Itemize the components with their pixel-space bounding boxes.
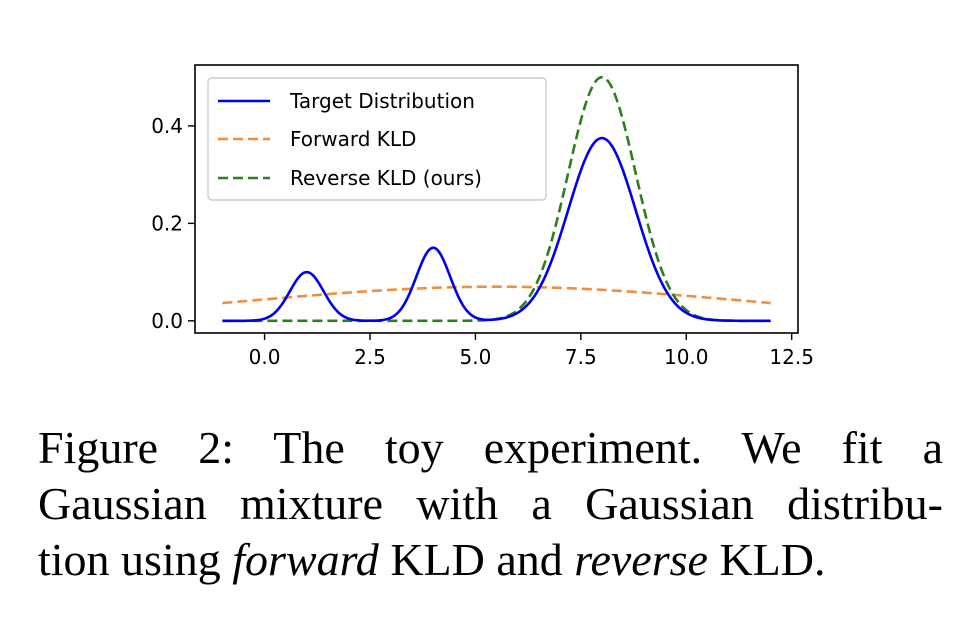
toy-experiment-chart: 0.0 2.5 5.0 7.5 10.0 12.5 0.0 0.2 0.4 Target Di… <box>151 64 814 369</box>
caption-line-3: tion using forward KLD and reverse KLD. <box>38 532 943 588</box>
plot-area <box>222 75 771 323</box>
caption-line-2: Gaussian mixture with a Gaussian distrib… <box>38 478 943 529</box>
x-tick-label: 2.5 <box>354 345 386 369</box>
caption-emphasis-forward: forward <box>232 534 379 585</box>
caption-text: tion using <box>38 534 233 585</box>
legend-label-reverse-kld: Reverse KLD (ours) <box>290 166 482 190</box>
legend-box <box>207 77 547 201</box>
legend-label-forward-kld: Forward KLD <box>290 127 416 151</box>
caption-text: KLD and <box>378 534 575 585</box>
figure-caption: Figure 2: The toy experiment. We fit a G… <box>38 420 943 588</box>
x-tick-label: 12.5 <box>769 345 814 369</box>
axes-frame <box>194 64 799 334</box>
y-axis: 0.0 0.2 0.4 <box>151 114 195 333</box>
legend: Target Distribution Forward KLD Reverse … <box>207 77 547 201</box>
x-tick-label: 0.0 <box>249 345 281 369</box>
y-tick-label: 0.4 <box>151 114 183 138</box>
series-line-forward-kld <box>222 285 771 305</box>
x-axis: 0.0 2.5 5.0 7.5 10.0 12.5 <box>249 333 814 369</box>
caption-text: KLD. <box>707 534 826 585</box>
y-tick-label: 0.2 <box>151 211 183 235</box>
caption-emphasis-reverse: reverse <box>574 534 708 585</box>
x-tick-label: 10.0 <box>664 345 709 369</box>
caption-line-1: Figure 2: The toy experiment. We fit a <box>38 422 943 473</box>
legend-label-target: Target Distribution <box>289 89 475 113</box>
series-line-target-distribution <box>222 136 771 323</box>
x-tick-label: 5.0 <box>460 345 492 369</box>
x-tick-label: 7.5 <box>565 345 597 369</box>
y-tick-label: 0.0 <box>151 309 183 333</box>
